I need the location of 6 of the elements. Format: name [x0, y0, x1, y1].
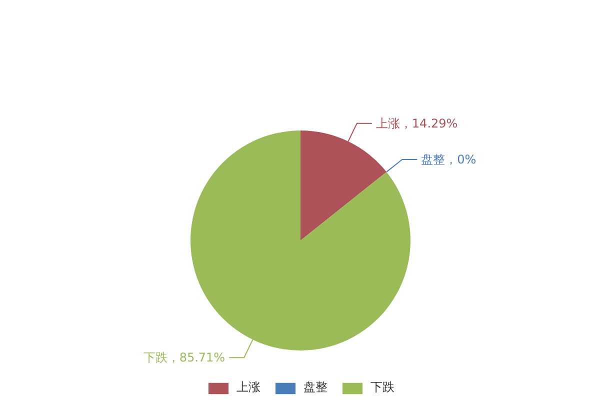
text: 盘整，0% [421, 152, 476, 166]
legend-label: 下跌 [370, 379, 394, 396]
data-label: 上涨，14.29% [376, 116, 458, 130]
legend-label: 上涨 [236, 379, 260, 396]
legend-label: 盘整 [304, 379, 328, 396]
data-label: 下跌，85.71% [143, 350, 226, 365]
